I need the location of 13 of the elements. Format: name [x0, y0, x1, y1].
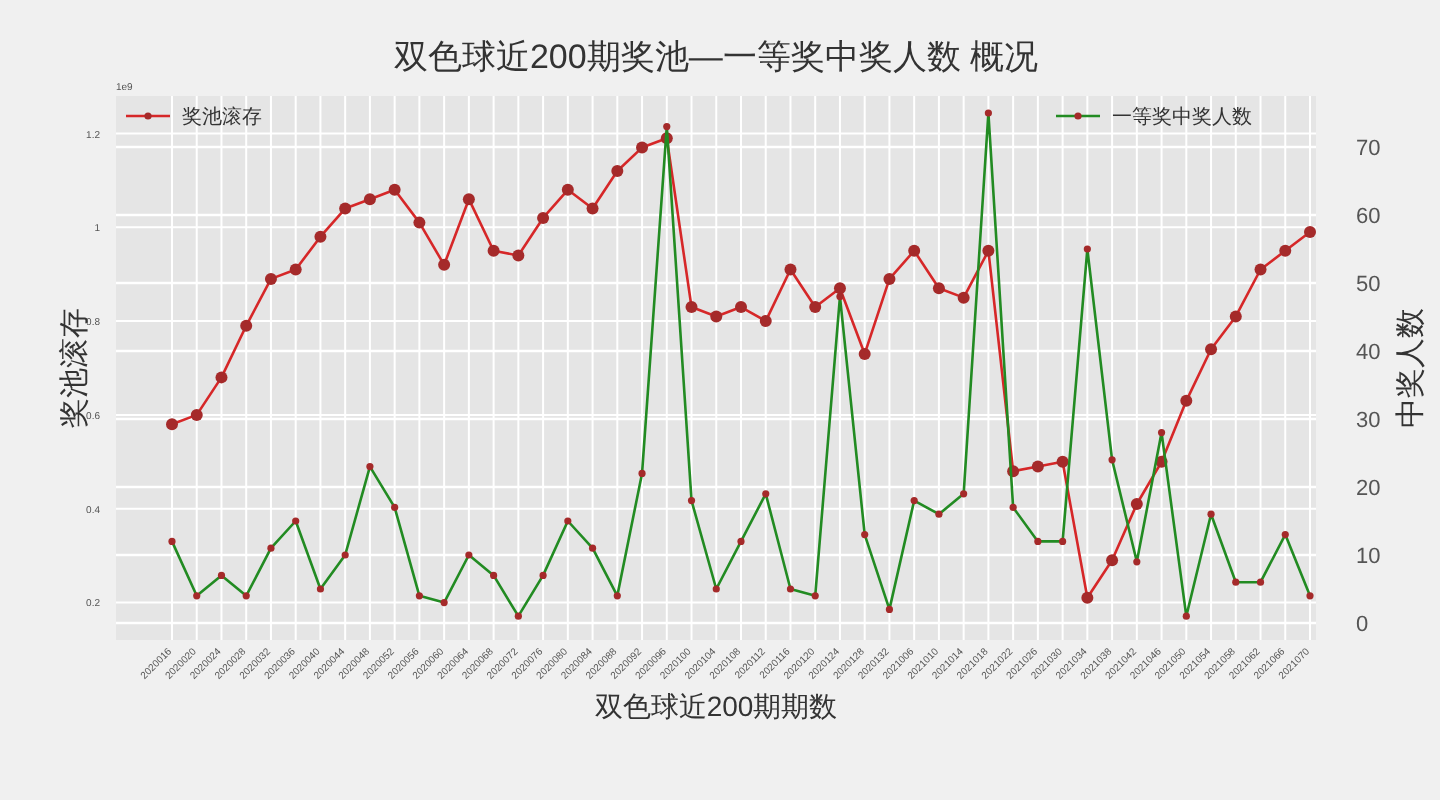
chart-title: 双色球近200期奖池—一等奖中奖人数 概况 [393, 38, 1039, 76]
y2-tick-label: 20 [1356, 477, 1381, 501]
y2-tick-label: 10 [1356, 545, 1381, 569]
y2-tick-label: 70 [1356, 137, 1381, 161]
y2-tick-label: 60 [1356, 205, 1381, 229]
y2-tick-label: 50 [1356, 273, 1381, 297]
y2-tick-label: 40 [1356, 341, 1381, 365]
legend-label: 一等奖中奖人数 [1112, 105, 1252, 129]
legend-label: 奖池滚存 [182, 105, 262, 129]
y2-tick-label: 0 [1356, 613, 1369, 637]
x-axis-title: 双色球近200期期数 [594, 690, 838, 722]
y2-tick-label: 30 [1356, 409, 1381, 433]
y2-axis-title: 中奖人数 [1394, 308, 1428, 428]
